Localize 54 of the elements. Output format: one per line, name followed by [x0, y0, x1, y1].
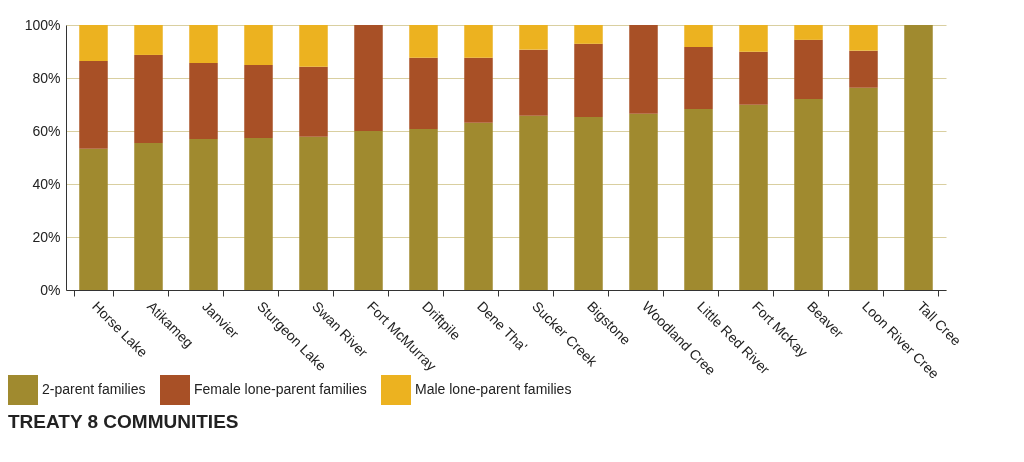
- bar: [519, 25, 548, 50]
- bar: [794, 25, 823, 40]
- bar: [134, 25, 163, 55]
- bar: [574, 43, 603, 117]
- bar: [519, 49, 548, 116]
- bar: [519, 115, 548, 290]
- bar: [574, 25, 603, 44]
- y-tick-label: 40%: [32, 175, 61, 192]
- bar: [849, 87, 878, 290]
- bar: [794, 39, 823, 99]
- bar: [79, 25, 108, 62]
- bar: [464, 122, 493, 290]
- bar: [409, 128, 438, 290]
- bar: [409, 25, 438, 58]
- bar: [464, 25, 493, 58]
- bar: [299, 25, 328, 67]
- bar: [189, 62, 218, 139]
- bar: [629, 25, 658, 114]
- bar: [574, 116, 603, 290]
- bar: [244, 25, 273, 66]
- y-tick-label: 80%: [32, 69, 61, 86]
- bar: [739, 104, 768, 290]
- text: TREATY 8 COMMUNITIES: [8, 411, 239, 432]
- bar: [79, 148, 108, 290]
- bar: [189, 138, 218, 290]
- bar: [904, 25, 933, 290]
- bar: [849, 50, 878, 88]
- bar: [629, 113, 658, 290]
- bar: [684, 25, 713, 47]
- bar: [409, 57, 438, 129]
- y-tick-label: 100%: [24, 16, 61, 33]
- bar: [464, 57, 493, 123]
- bar: [244, 65, 273, 138]
- y-tick-label: 60%: [32, 122, 61, 139]
- bar: [354, 25, 383, 131]
- bar: [134, 142, 163, 290]
- bar: [79, 61, 108, 149]
- bar: [849, 25, 878, 51]
- legend-label: Female lone-parent families: [194, 381, 367, 397]
- bar: [739, 51, 768, 105]
- bar: [354, 131, 383, 290]
- y-tick-label: 0%: [40, 281, 61, 298]
- bar: [134, 54, 163, 143]
- legend-label: Male lone-parent families: [415, 381, 572, 397]
- bar: [684, 109, 713, 290]
- legend-label: 2-parent families: [42, 381, 146, 397]
- bar: [794, 98, 823, 290]
- bar: [684, 47, 713, 110]
- bar: [739, 25, 768, 52]
- bar: [299, 136, 328, 290]
- bar: [244, 137, 273, 290]
- bar: [299, 66, 328, 137]
- y-tick-label: 20%: [32, 228, 61, 245]
- bar: [189, 25, 218, 63]
